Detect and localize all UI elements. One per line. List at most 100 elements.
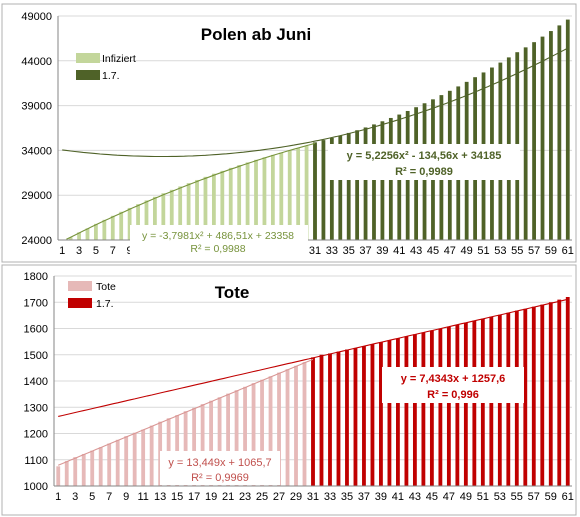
bar <box>153 196 157 240</box>
bar <box>294 365 298 486</box>
bar <box>169 189 174 240</box>
x-tick-label: 33 <box>324 491 336 503</box>
trendline <box>66 142 316 240</box>
bar <box>132 432 137 486</box>
x-tick-label: 41 <box>392 491 404 503</box>
bar <box>178 186 183 240</box>
x-tick-label: 5 <box>93 245 99 257</box>
bar <box>540 36 545 240</box>
legend-swatch <box>76 70 100 80</box>
bar <box>211 173 216 240</box>
bar <box>195 179 199 240</box>
legend: Tote 1.7. <box>68 281 116 310</box>
x-tick-label: 11 <box>137 491 148 503</box>
legend-swatch <box>68 298 92 308</box>
bar <box>311 357 315 486</box>
bar <box>472 320 477 486</box>
x-tick-label: 9 <box>127 245 133 257</box>
bar <box>279 152 284 240</box>
trendline <box>57 358 314 466</box>
bar <box>203 176 208 240</box>
x-tick-label: 55 <box>511 491 523 503</box>
bar <box>175 415 180 486</box>
bar <box>285 369 290 486</box>
legend-swatch <box>76 53 100 63</box>
bar <box>260 379 264 486</box>
bar <box>186 183 191 240</box>
x-tick-label: 25 <box>256 491 268 503</box>
x-tick-label: 23 <box>239 491 251 503</box>
bar <box>438 328 443 486</box>
chart-title: Polen ab Juni <box>201 25 312 44</box>
bar <box>429 330 434 486</box>
x-tick-label: 59 <box>545 245 557 257</box>
y-tick-label: 39000 <box>21 101 52 113</box>
x-tick-label: 21 <box>222 491 234 503</box>
bar <box>192 407 197 486</box>
y-tick-label: 49000 <box>21 11 52 23</box>
bar <box>149 425 154 486</box>
bar <box>136 204 140 240</box>
bar <box>362 346 366 486</box>
bar <box>336 351 341 486</box>
trendlines <box>57 298 568 466</box>
bar <box>268 376 273 486</box>
x-tick-label: 55 <box>511 245 523 257</box>
bar <box>94 223 98 240</box>
bar <box>107 443 112 486</box>
bar <box>90 450 95 486</box>
x-tick-label: 33 <box>326 245 338 257</box>
bar <box>328 353 332 486</box>
trendline-label-1: y = 13,449x + 1065,7 R² = 0,9969 <box>160 451 280 485</box>
bar <box>262 157 267 240</box>
x-tick-label: 19 <box>205 491 217 503</box>
bar <box>115 439 120 486</box>
bar <box>251 383 256 486</box>
bar <box>124 436 129 486</box>
bar <box>370 344 375 486</box>
x-tick-label: 39 <box>376 245 388 257</box>
bar <box>304 146 309 240</box>
x-tick-label: 7 <box>110 245 116 257</box>
bar <box>302 362 307 486</box>
trendline-label-1: y = -3,7981x² + 486,51x + 23358 R² = 0,9… <box>130 225 308 255</box>
bar <box>77 232 81 240</box>
bar <box>523 47 528 240</box>
x-tick-label: 37 <box>358 491 370 503</box>
trendline-r2: R² = 0,996 <box>427 389 479 401</box>
bar <box>200 404 205 486</box>
y-tick-label: 1000 <box>24 481 48 493</box>
y-tick-label: 1100 <box>24 455 48 467</box>
bar <box>220 170 225 240</box>
bar <box>380 121 385 240</box>
x-tick-label: 27 <box>273 491 285 503</box>
bar <box>355 130 360 240</box>
trendline-r2: R² = 0,9989 <box>395 166 453 178</box>
bar <box>396 338 400 486</box>
legend-swatch <box>68 281 92 291</box>
bar <box>245 162 250 240</box>
x-tick-label: 17 <box>188 491 200 503</box>
y-tick-label: 24000 <box>21 235 52 247</box>
bar <box>64 461 69 486</box>
bar <box>296 148 301 240</box>
trendline <box>58 298 568 417</box>
x-tick-label: 45 <box>426 491 438 503</box>
x-tick-label: 47 <box>444 245 456 257</box>
y-tick-label: 1500 <box>24 350 48 362</box>
x-tick-label: 57 <box>528 491 540 503</box>
x-tick-label: 61 <box>562 245 574 257</box>
bar <box>338 135 343 240</box>
x-tick-label: 43 <box>410 245 422 257</box>
y-tick-label: 1400 <box>24 376 48 388</box>
x-tick-label: 35 <box>343 245 355 257</box>
y-tick-label: 1700 <box>24 297 48 309</box>
x-tick-label: 9 <box>123 491 129 503</box>
bar <box>277 372 281 486</box>
trendline-r2: R² = 0,9988 <box>190 243 245 255</box>
bar <box>237 165 242 240</box>
